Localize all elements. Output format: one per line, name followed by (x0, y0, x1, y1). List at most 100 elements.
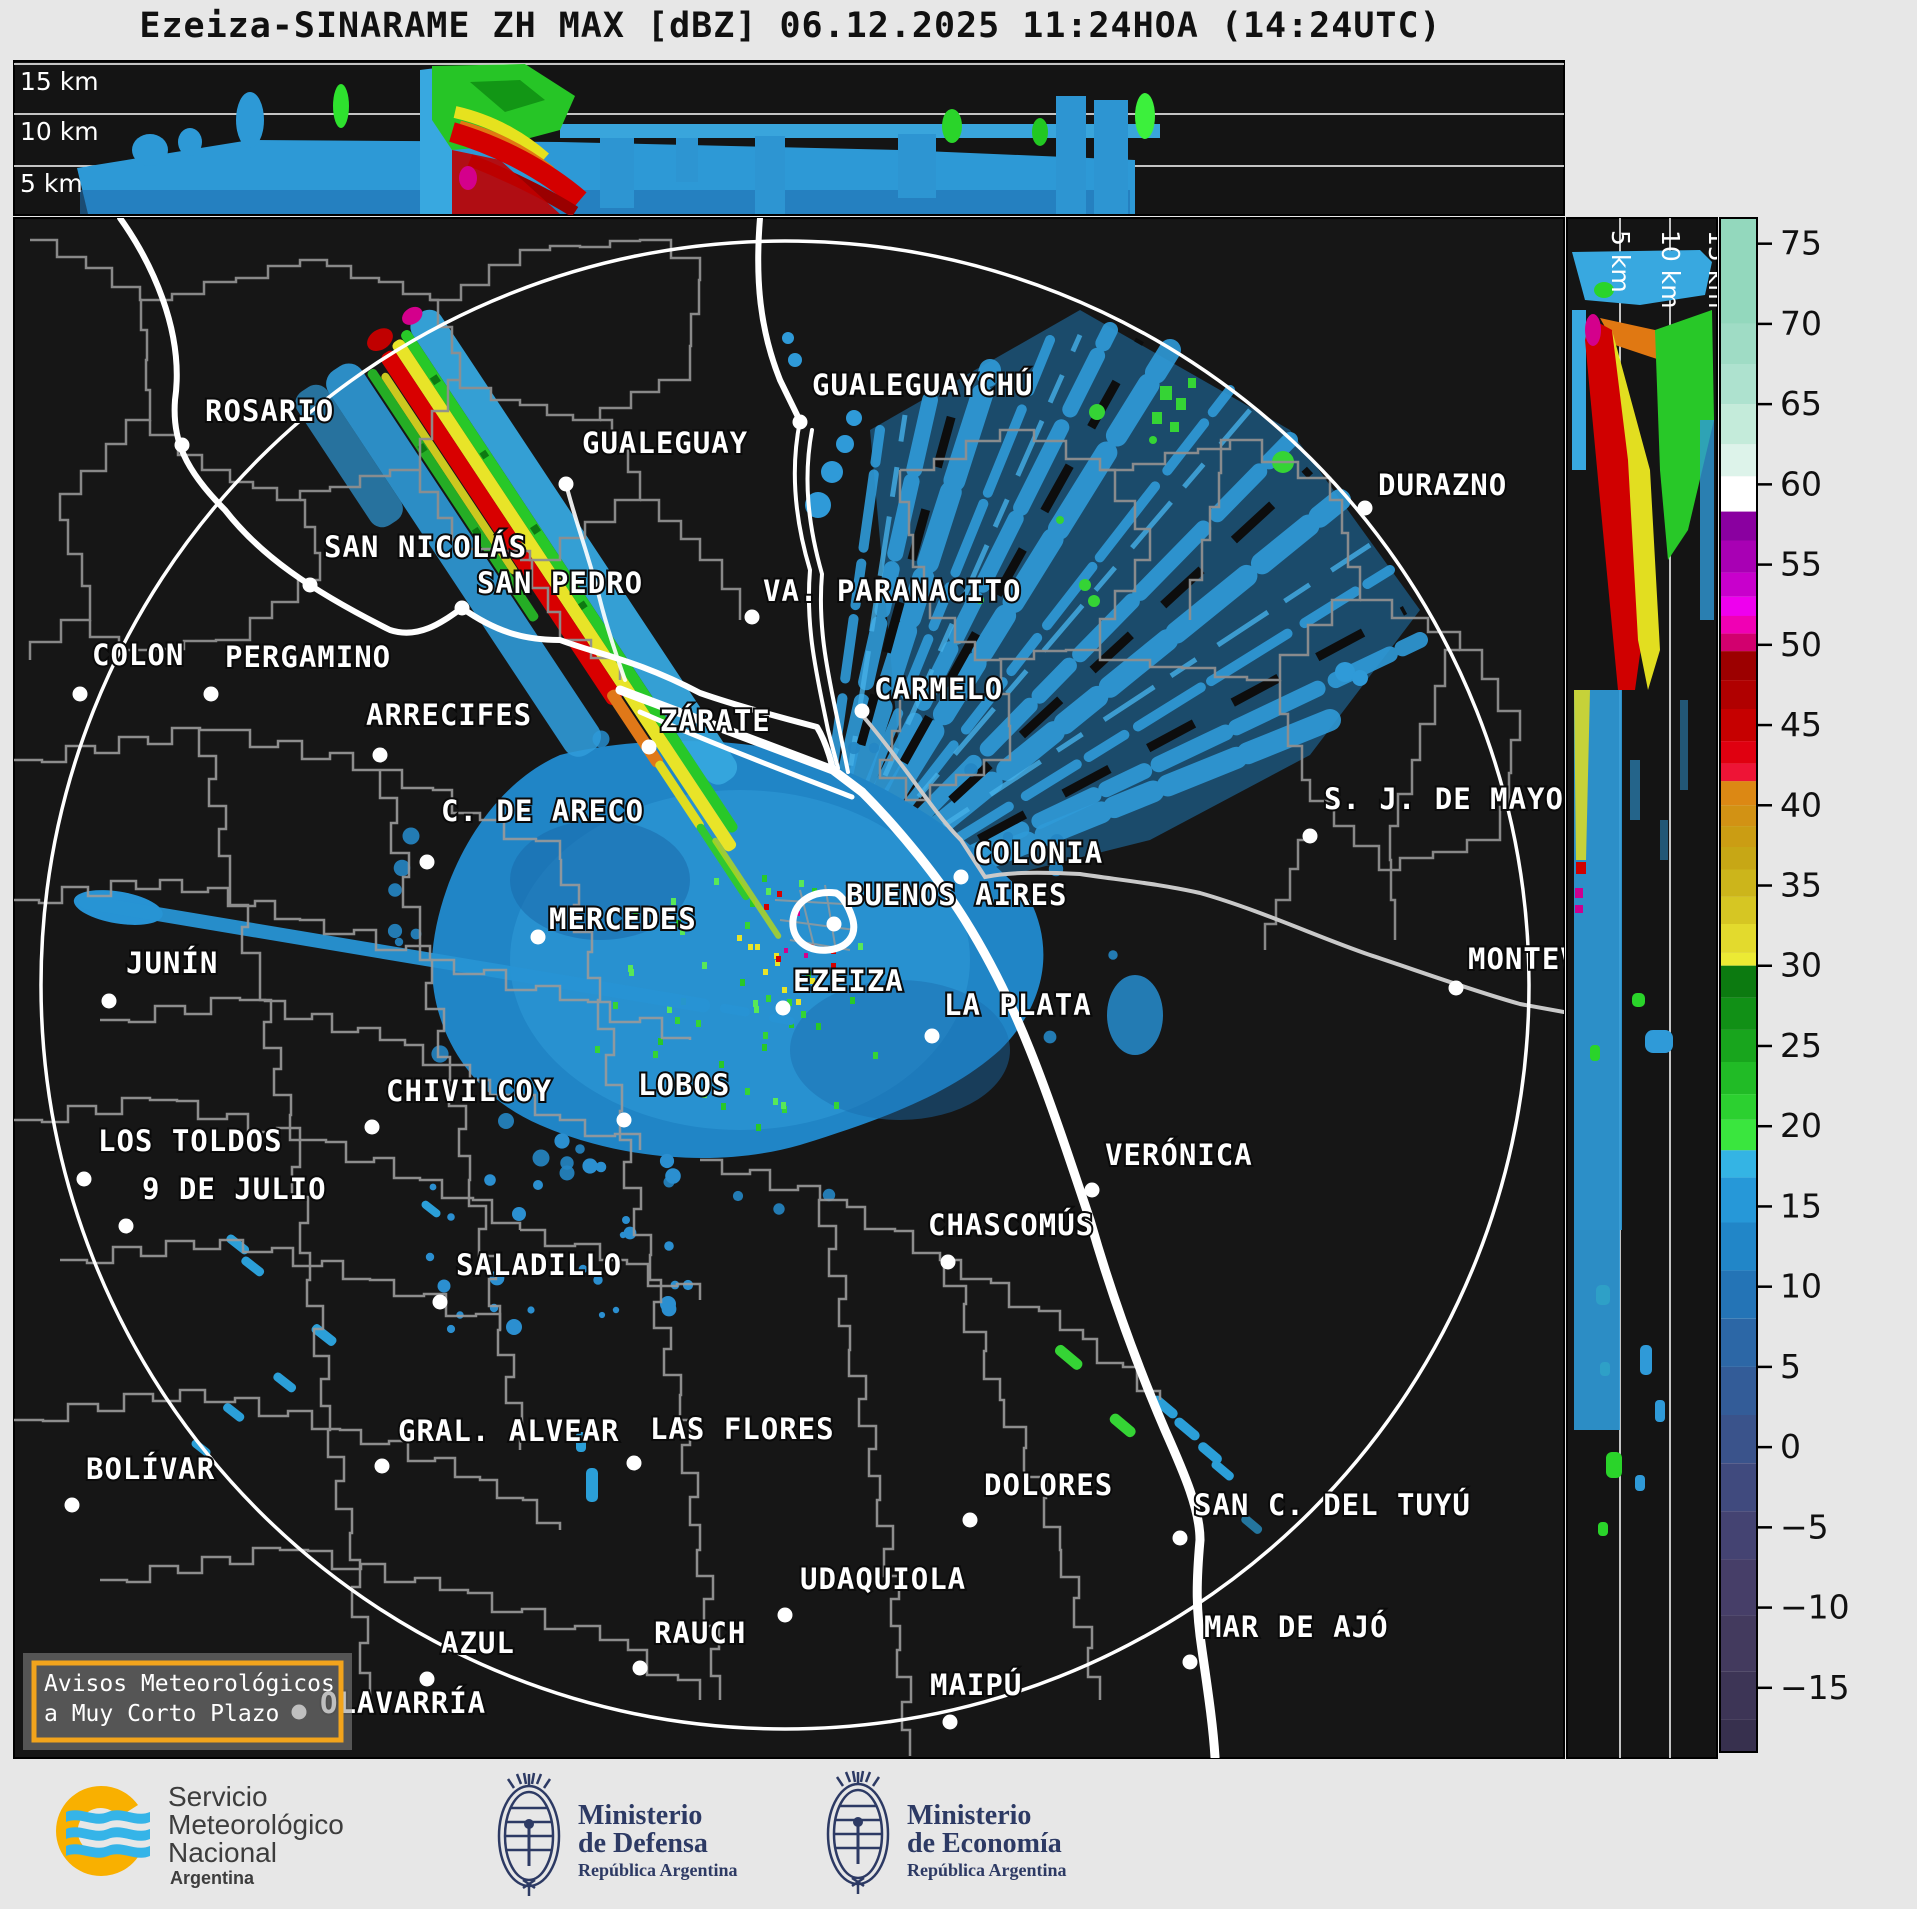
colorbar-segments (1720, 218, 1757, 1752)
city-label: GUALEGUAYCHÚ (812, 368, 1034, 402)
right-panel-height-label: 10 km (1656, 230, 1685, 309)
colorbar-tick-label: 40 (1780, 785, 1822, 824)
city-dot (1357, 500, 1373, 516)
top-panel-height-label: 10 km (20, 117, 99, 146)
city-label: RAUCH (654, 1616, 746, 1650)
colorbar-tick-label: 15 (1780, 1186, 1822, 1225)
storm-streak (295, 306, 782, 939)
city-label: GRAL. ALVEAR (398, 1414, 620, 1448)
city-label: COLONIA (974, 836, 1103, 870)
page-title: Ezeiza-SINARAME ZH MAX [dBZ] 06.12.2025 … (139, 6, 1442, 46)
colorbar-tick-label: 70 (1780, 304, 1822, 343)
warning-box-line1: Avisos Meteorológicos (44, 1671, 335, 1697)
city-dot (432, 1294, 448, 1310)
city-dot (118, 1218, 134, 1234)
city-label: ROSARIO (205, 394, 334, 428)
city-label: SAN NICOLÁS (324, 530, 527, 564)
warning-box: Avisos Meteorológicos a Muy Corto Plazo (23, 1653, 352, 1750)
city-dot (626, 1455, 642, 1471)
city-dot (374, 1458, 390, 1474)
colorbar-tick-label: −5 (1780, 1507, 1829, 1546)
city-label: LOS TOLDOS (98, 1124, 283, 1158)
city-label: CHIVILCOY (386, 1074, 552, 1108)
city-label: C. DE ARECO (441, 794, 644, 828)
colorbar-tick-label: 5 (1780, 1347, 1801, 1386)
colorbar-tick-label: 50 (1780, 625, 1822, 664)
city-dot (419, 1671, 435, 1687)
city-label: SAN C. DEL TUYÚ (1194, 1488, 1471, 1522)
economia-line2: de Economía (907, 1828, 1062, 1859)
city-dot (632, 1660, 648, 1676)
city-label: MAIPÚ (930, 1668, 1022, 1702)
city-label: BUENOS AIRES (846, 878, 1068, 912)
city-gualeguaych-: GUALEGUAYCHÚ (792, 366, 1035, 430)
city-dot (454, 600, 470, 616)
city-colonia: COLONIA (953, 834, 1104, 885)
city-montevideo: MONTEVIDEO (1448, 940, 1653, 996)
city-label: ZÁRATE (660, 704, 771, 738)
city-las-flores: LAS FLORES (626, 1410, 836, 1471)
city-arrecifes: ARRECIFES (364, 696, 533, 763)
economia-coat-of-arms (826, 1770, 890, 1894)
city-mar-de-aj-: MAR DE AJÓ (1182, 1608, 1390, 1670)
city-gualeguay: GUALEGUAY (558, 424, 749, 492)
city-saladillo: SALADILLO (432, 1246, 623, 1310)
colorbar-tick-label: 25 (1780, 1026, 1822, 1065)
city-ver-nica: VERÓNICA (1084, 1136, 1254, 1198)
city-dot (616, 1112, 632, 1128)
city-c-de-areco: C. DE ARECO (419, 792, 645, 870)
warning-box-line2: a Muy Corto Plazo (44, 1701, 279, 1727)
city-label: MONTEVIDEO (1468, 942, 1653, 976)
city-label: VERÓNICA (1105, 1138, 1253, 1172)
smn-line2: Meteorológico (168, 1809, 344, 1840)
city-label: JUNÍN (126, 946, 218, 980)
radar-echoes (73, 306, 1428, 1534)
colorbar-tick-label: 20 (1780, 1106, 1822, 1145)
colorbar-tick-label: 60 (1780, 464, 1822, 503)
colorbar-tick-label: 0 (1780, 1427, 1801, 1466)
city-dot (940, 1254, 956, 1270)
smn-line1: Servicio (168, 1781, 268, 1812)
city-label: 9 DE JULIO (142, 1172, 327, 1206)
colorbar-tick-label: 35 (1780, 866, 1822, 905)
city-dot (1448, 980, 1464, 996)
city-dot (744, 609, 760, 625)
colorbar-tick-label: −15 (1780, 1668, 1850, 1707)
city-bol-var: BOLÍVAR (64, 1450, 216, 1513)
city-pergamino: PERGAMINO (203, 638, 392, 702)
wnw-band (73, 890, 795, 1026)
city-label: DURAZNO (1378, 468, 1507, 502)
colorbar-tick-label: 65 (1780, 384, 1822, 423)
city-azul: AZUL (419, 1624, 516, 1687)
city-dot (792, 414, 808, 430)
right-cross-section-panel: 5 km 10 km 15 km (1566, 217, 1718, 1759)
city-dolores: DOLORES (962, 1466, 1114, 1528)
city-label: MERCEDES (549, 902, 697, 936)
city-9-de-julio: 9 DE JULIO (118, 1170, 328, 1234)
city-los-toldos: LOS TOLDOS (76, 1122, 284, 1187)
city-rauch: RAUCH (632, 1614, 747, 1676)
city-mercedes: MERCEDES (530, 900, 698, 945)
city-dot (1172, 1530, 1188, 1546)
city-dot (1182, 1654, 1198, 1670)
economia-line3: República Argentina (907, 1860, 1067, 1880)
city-dot (302, 577, 318, 593)
ba-city-mesh (774, 884, 861, 951)
city-dot (174, 437, 190, 453)
city-markers: ROSARIO GUALEGUAYCHÚ GUALEGUAY SAN NICOLÁS D… (64, 366, 1653, 1730)
defensa-line2: de Defensa (578, 1828, 708, 1859)
city-label: CHASCOMÚS (928, 1208, 1094, 1242)
city-z-rate: ZÁRATE (641, 702, 772, 755)
city-dot (924, 1028, 940, 1044)
city-label: BOLÍVAR (86, 1452, 215, 1486)
city-buenos-aires: BUENOS AIRES (826, 876, 1069, 932)
city-va-paranacito: VA. PARANACITO (744, 572, 1022, 625)
city-dot (558, 476, 574, 492)
colorbar-tick-label: 10 (1780, 1267, 1822, 1306)
city-dot (364, 1119, 380, 1135)
city-gral-alvear: GRAL. ALVEAR (374, 1412, 621, 1474)
city-dot (641, 739, 657, 755)
colorbar-frame (1719, 217, 1758, 1753)
